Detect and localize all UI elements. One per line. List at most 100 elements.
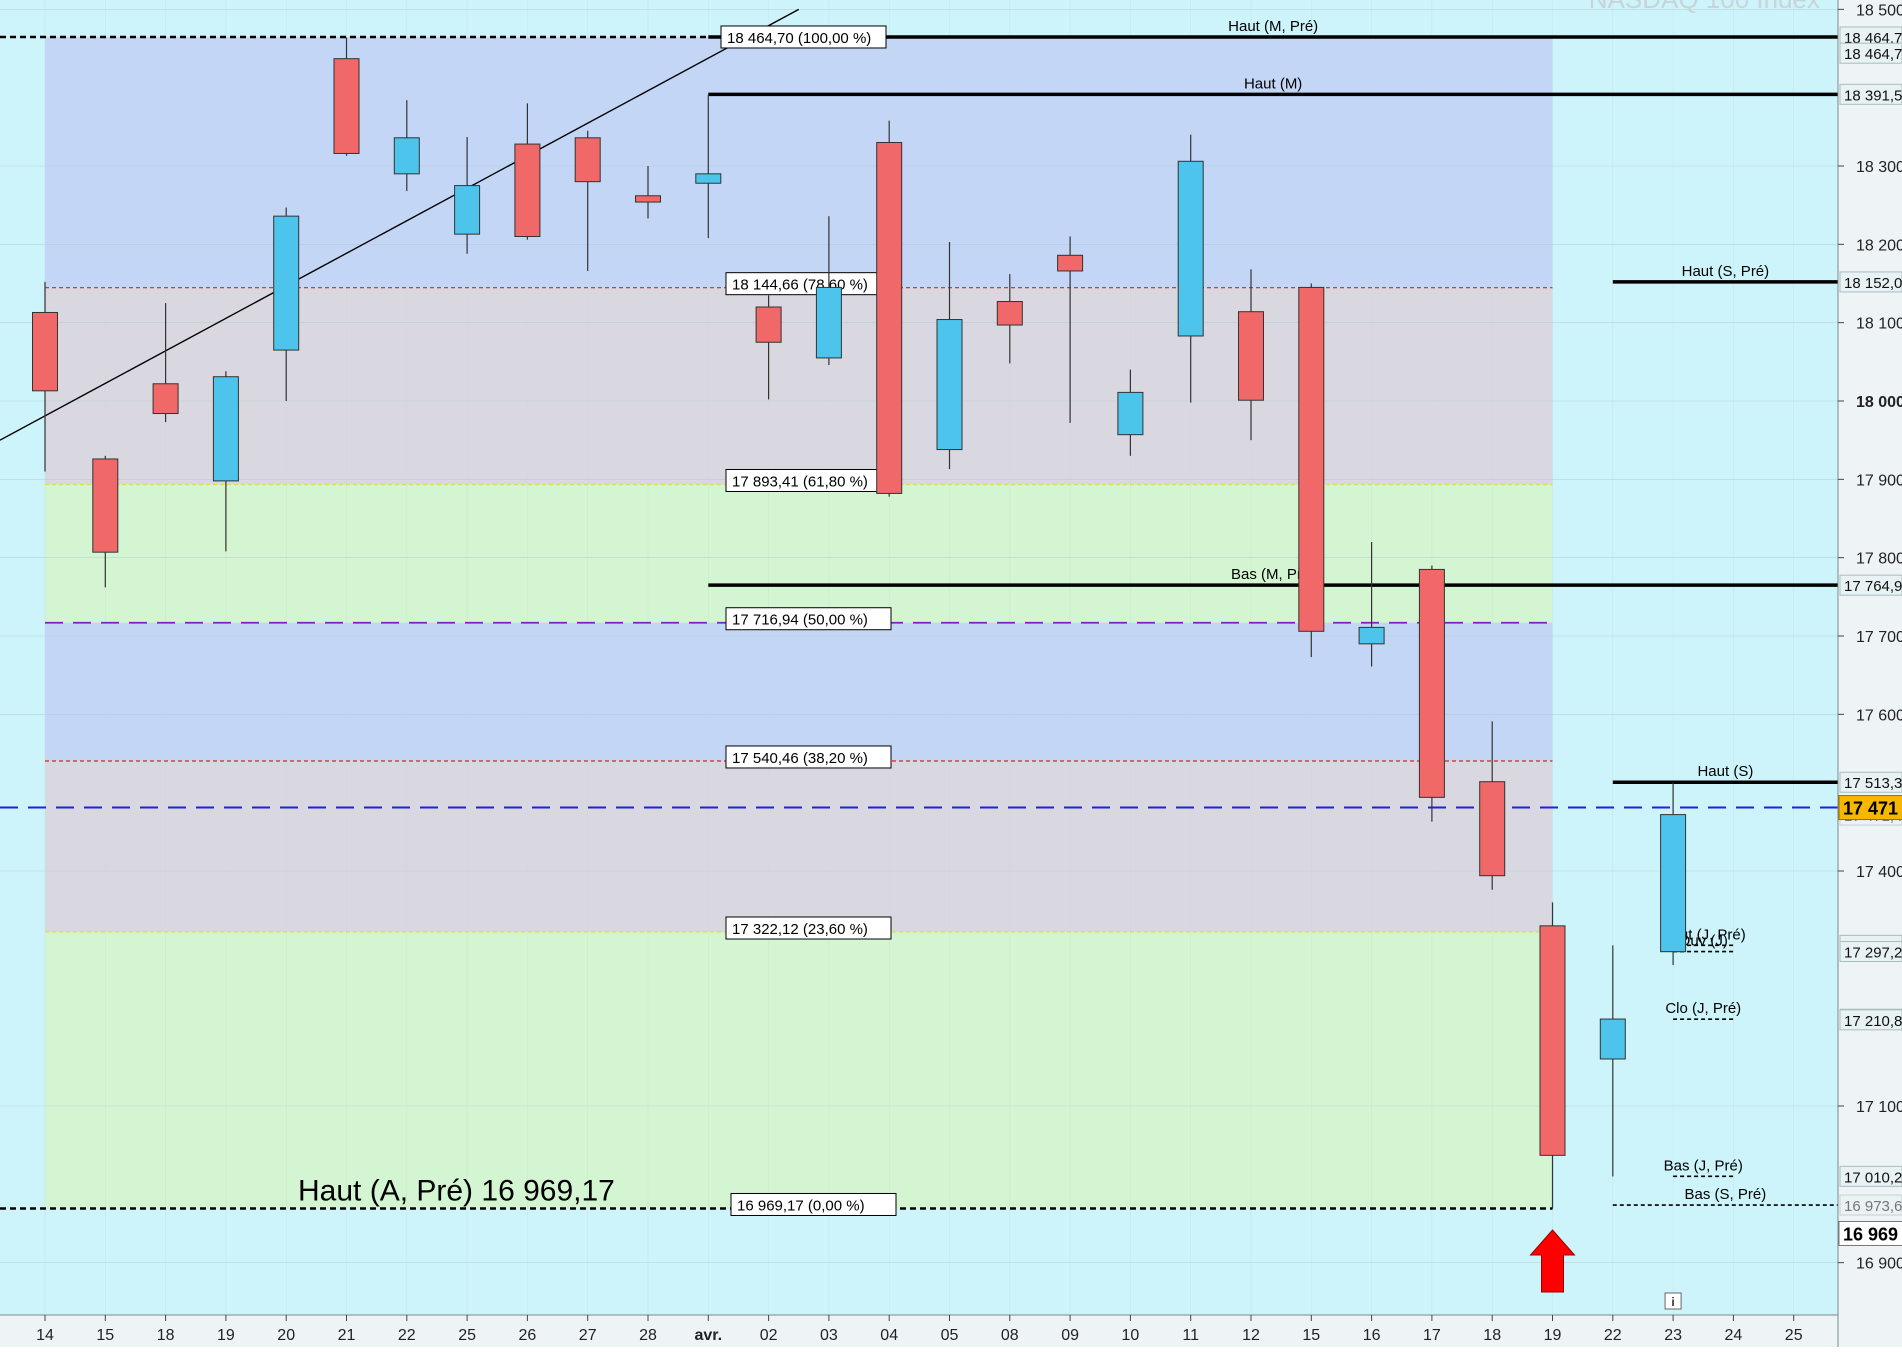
- x-tick-label: 05: [941, 1327, 959, 1344]
- y-tick-label: 18 200: [1856, 237, 1902, 254]
- x-tick-label: 10: [1122, 1327, 1140, 1344]
- candle-body: [1479, 781, 1506, 877]
- x-tick-label: 08: [1001, 1327, 1019, 1344]
- x-tick-label: 28: [639, 1327, 657, 1344]
- x-tick-label: 27: [579, 1327, 597, 1344]
- y-tick-label: 18 300: [1856, 159, 1902, 176]
- fib-zone-band: [45, 622, 1553, 761]
- x-tick-label: 25: [458, 1327, 476, 1344]
- x-labels: 14 15 18 19 20 21 22 25 26 27 28 avr. 02 03 04 05 08 09 10…: [36, 1315, 1803, 1344]
- fib-label: 17 540,46 (38,20 %): [732, 750, 868, 767]
- info-icon-glyph: i: [1671, 1295, 1674, 1309]
- candle-body: [1418, 568, 1445, 798]
- current-price-tag: [1838, 795, 1902, 821]
- fib-zone-band: [45, 36, 1553, 288]
- candle-body: [574, 137, 601, 183]
- price-tag-label: 18 464,7: [1844, 46, 1902, 63]
- price-tag-label: 17 764,9: [1844, 578, 1902, 595]
- price-tag-label: 17 210,8: [1844, 1013, 1902, 1030]
- x-tick-label: 24: [1725, 1327, 1743, 1344]
- x-tick-label: 25: [1785, 1327, 1803, 1344]
- reference-line-label: Bas (J, Pré): [1664, 1157, 1743, 1174]
- candle-body: [454, 185, 481, 235]
- y-ticks: 18 500 18 300 18 200 18 100 18 000 17 900 17 8…: [1838, 2, 1902, 1273]
- candle-body: [92, 458, 119, 553]
- price-tag-label: 16 973,6: [1844, 1198, 1902, 1215]
- grid-lines: [0, 0, 1838, 1315]
- candle-body: [1599, 1018, 1626, 1060]
- price-axis-background: [1838, 0, 1902, 1347]
- reference-line-label: Bas (S, Pré): [1685, 1186, 1767, 1203]
- candle-body: [1238, 311, 1264, 401]
- candle-body: [815, 286, 842, 359]
- x-tick-label: 21: [338, 1327, 356, 1344]
- trend-line: [0, 8, 800, 441]
- fib-label: 18 144,66 (78,60 %): [732, 277, 868, 294]
- price-tag-box: [1839, 1194, 1902, 1216]
- price-tag-box: [1839, 83, 1902, 105]
- fib-label: 17 716,94 (50,00 %): [732, 612, 868, 629]
- price-tag-box: [1839, 941, 1902, 963]
- x-tick-label: 19: [217, 1327, 235, 1344]
- candle-body: [695, 173, 722, 184]
- reference-line-label: Haut (S, Pré): [1682, 263, 1770, 280]
- big-annotation-label: Haut (A, Pré) 16 969,17: [298, 1174, 615, 1207]
- x-tick-label: 16: [1363, 1327, 1381, 1344]
- candle-body: [393, 137, 420, 175]
- price-tags: 18 464,718 464,718 391,518 152,017 764,9…: [1839, 26, 1902, 1216]
- reference-line-label: Haut (M): [1244, 75, 1302, 92]
- x-tick-label: 18: [1483, 1327, 1501, 1344]
- info-icon: [1664, 1292, 1682, 1310]
- reference-lines: Haut (M, Pré) Haut (M) Bas (M, Pré) Haut (S…: [708, 18, 1838, 1206]
- price-tag-label: 17 297,2: [1844, 945, 1902, 962]
- price-tag-box: [1839, 574, 1902, 596]
- fib-zone-band: [45, 287, 1553, 485]
- candle-body: [514, 143, 541, 237]
- x-tick-label: 22: [1604, 1327, 1622, 1344]
- x-tick-label: 26: [519, 1327, 537, 1344]
- fib-label-box: [725, 607, 892, 631]
- price-tag-label: 18 152,0: [1844, 275, 1902, 292]
- candle-body: [1298, 286, 1325, 632]
- chart-title: NASDAQ 100 Index: [1589, 0, 1820, 14]
- fib-label-box: [725, 916, 892, 940]
- y-tick-label: 17 800: [1856, 551, 1902, 568]
- reference-line-label: Clo (J, Pré): [1665, 1000, 1741, 1017]
- price-tag-box: [1839, 1009, 1902, 1031]
- x-tick-label: 12: [1242, 1327, 1260, 1344]
- x-tick-label: 19: [1544, 1327, 1562, 1344]
- x-tick-label: 09: [1061, 1327, 1079, 1344]
- current-price-label: 17 471: [1843, 799, 1898, 819]
- fib-label: 17 322,12 (23,60 %): [732, 921, 868, 938]
- candles: [32, 37, 1687, 1209]
- candle-body: [333, 58, 360, 154]
- price-tag-box: [1839, 271, 1902, 293]
- x-tick-label: 22: [398, 1327, 416, 1344]
- fib-label-box: [720, 25, 887, 49]
- fib-label-box: [730, 1192, 897, 1216]
- price-tag-label: 17 513,3: [1844, 775, 1902, 792]
- y-tick-label: 17 400: [1856, 864, 1902, 881]
- candle-body: [936, 319, 963, 451]
- y-tick-label: 18 500: [1856, 2, 1902, 19]
- candle-body: [152, 383, 179, 415]
- y-tick-label: 17 700: [1856, 629, 1902, 646]
- y-tick-label: 17 900: [1856, 472, 1902, 489]
- candle-body: [1057, 254, 1084, 272]
- candle-body: [1358, 626, 1385, 645]
- reference-line-label: Haut (S): [1697, 763, 1753, 780]
- fib-zone-band: [45, 760, 1553, 933]
- price-tag-label: 18 391,5: [1844, 87, 1902, 104]
- candle-body: [1539, 925, 1566, 1156]
- bottom-price-label: 16 969: [1843, 1224, 1898, 1244]
- time-axis-background: [0, 1315, 1838, 1347]
- price-tag-box: [1839, 1165, 1902, 1187]
- reference-line-label: Bas (M, Pré): [1231, 566, 1315, 583]
- price-tag-box: [1839, 771, 1902, 793]
- candle-body: [755, 306, 782, 343]
- y-tick-label: 17 600: [1856, 707, 1902, 724]
- candle-body: [876, 142, 903, 494]
- y-tick-label: 16 900: [1856, 1256, 1902, 1273]
